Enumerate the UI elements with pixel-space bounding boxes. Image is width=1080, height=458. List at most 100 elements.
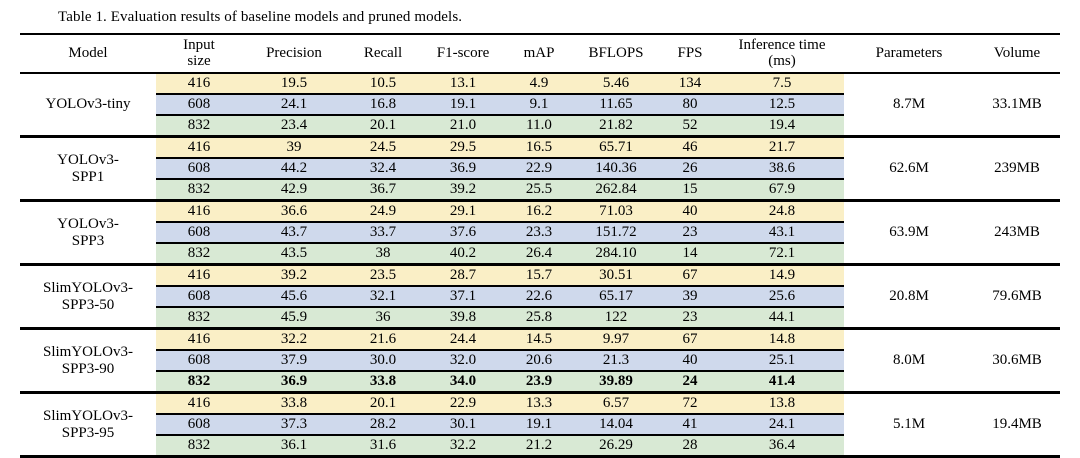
col-header-parameters: Parameters [844,32,974,75]
cell-inference-time-ms: 25.1 [720,350,844,373]
cell-inference-time-ms: 41.4 [720,371,844,395]
cell-volume: 30.6MB [974,328,1060,395]
cell-bflops: 122 [572,307,660,331]
cell-model: SlimYOLOv3- SPP3-50 [20,264,156,331]
cell-bflops: 21.82 [572,115,660,139]
cell-f1-score: 40.2 [420,243,506,267]
cell-recall: 28.2 [346,414,420,437]
cell-map: 22.9 [506,158,572,181]
cell-input-size: 832 [156,307,242,331]
cell-model: SlimYOLOv3- SPP3-95 [20,392,156,458]
cell-inference-time-ms: 21.7 [720,136,844,160]
cell-map: 16.2 [506,200,572,224]
col-header-inference-time-line2: (ms) [768,53,796,70]
cell-f1-score: 32.2 [420,435,506,458]
cell-input-size: 416 [156,200,242,224]
table-row: 832 36.9 33.8 34.0 23.9 39.89 24 41.4 [20,371,1060,395]
cell-recall: 33.8 [346,371,420,395]
cell-f1-score: 21.0 [420,115,506,139]
cell-bflops: 65.71 [572,136,660,160]
cell-bflops: 262.84 [572,179,660,203]
cell-precision: 45.9 [242,307,346,331]
table-caption: Table 1. Evaluation results of baseline … [58,9,463,25]
cell-fps: 23 [660,222,720,245]
cell-fps: 72 [660,392,720,416]
cell-inference-time-ms: 43.1 [720,222,844,245]
col-header-input-size-line1: Input [183,37,215,53]
cell-input-size: 608 [156,158,242,181]
cell-inference-time-ms: 38.6 [720,158,844,181]
cell-inference-time-ms: 13.8 [720,392,844,416]
cell-recall: 24.5 [346,136,420,160]
cell-f1-score: 22.9 [420,392,506,416]
cell-recall: 36.7 [346,179,420,203]
cell-volume: 239MB [974,136,1060,203]
cell-fps: 40 [660,200,720,224]
cell-map: 4.9 [506,73,572,96]
cell-fps: 39 [660,286,720,309]
table-row: YOLOv3- SPP3 416 36.6 24.9 29.1 16.2 71.03 40 24.… [20,200,1060,267]
cell-bflops: 71.03 [572,200,660,224]
col-header-recall: Recall [346,32,420,75]
cell-inference-time-ms: 19.4 [720,115,844,139]
cell-bflops: 11.65 [572,94,660,117]
model-name-line: SPP3-90 [61,360,115,377]
cell-volume: 79.6MB [974,264,1060,331]
cell-input-size: 608 [156,286,242,309]
cell-bflops: 9.97 [572,328,660,352]
cell-volume: 243MB [974,200,1060,267]
cell-precision: 36.6 [242,200,346,224]
col-header-bflops: BFLOPS [572,32,660,75]
cell-input-size: 416 [156,264,242,288]
cell-fps: 28 [660,435,720,458]
cell-input-size: 832 [156,115,242,139]
cell-precision: 39.2 [242,264,346,288]
cell-fps: 14 [660,243,720,267]
cell-precision: 33.8 [242,392,346,416]
cell-inference-time-ms: 36.4 [720,435,844,458]
cell-recall: 23.5 [346,264,420,288]
table-row: SlimYOLOv3- SPP3-95 416 33.8 20.1 22.9 13.3 6.5… [20,392,1060,458]
cell-map: 25.8 [506,307,572,331]
cell-parameters: 62.6M [844,136,974,203]
table-row: 608 37.3 28.2 30.1 19.1 14.04 41 24.1 [20,414,1060,437]
cell-precision: 44.2 [242,158,346,181]
cell-bflops: 21.3 [572,350,660,373]
col-header-precision: Precision [242,32,346,75]
col-header-f1-score: F1-score [420,32,506,75]
table-row: 832 45.9 36 39.8 25.8 122 23 44.1 [20,307,1060,331]
table-body: YOLOv3-tiny 416 19.5 10.5 13.1 4.9 5.46 134 7.5 8… [20,73,1060,458]
cell-map: 9.1 [506,94,572,117]
col-header-map: mAP [506,32,572,75]
cell-recall: 31.6 [346,435,420,458]
cell-recall: 20.1 [346,392,420,416]
cell-bflops: 14.04 [572,414,660,437]
cell-parameters: 20.8M [844,264,974,331]
cell-precision: 42.9 [242,179,346,203]
cell-f1-score: 36.9 [420,158,506,181]
table-row: 832 43.5 38 40.2 26.4 284.10 14 72.1 [20,243,1060,267]
cell-map: 16.5 [506,136,572,160]
cell-fps: 23 [660,307,720,331]
table-row: YOLOv3-tiny 416 19.5 10.5 13.1 4.9 5.46 134 7.5 8… [20,73,1060,139]
cell-parameters: 5.1M [844,392,974,458]
model-name-line: YOLOv3- [57,151,119,168]
cell-input-size: 832 [156,243,242,267]
cell-precision: 19.5 [242,73,346,96]
cell-recall: 30.0 [346,350,420,373]
table-row: 608 37.9 30.0 32.0 20.6 21.3 40 25.1 [20,350,1060,373]
cell-volume: 33.1MB [974,73,1060,139]
cell-model: SlimYOLOv3- SPP3-90 [20,328,156,395]
cell-bflops: 5.46 [572,73,660,96]
cell-inference-time-ms: 67.9 [720,179,844,203]
cell-recall: 33.7 [346,222,420,245]
col-header-inference-time: Inference time (ms) [720,32,844,75]
cell-f1-score: 19.1 [420,94,506,117]
col-header-fps: FPS [660,32,720,75]
cell-map: 23.9 [506,371,572,395]
cell-input-size: 416 [156,73,242,96]
table-row: YOLOv3- SPP1 416 39 24.5 29.5 16.5 65.71 46 21.7 6… [20,136,1060,203]
table-row: 832 42.9 36.7 39.2 25.5 262.84 15 67.9 [20,179,1060,203]
cell-map: 11.0 [506,115,572,139]
cell-recall: 32.1 [346,286,420,309]
